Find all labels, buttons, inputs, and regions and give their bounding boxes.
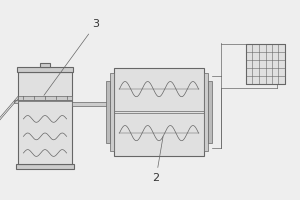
Bar	[246, 44, 285, 84]
Bar	[204, 73, 208, 151]
Bar	[110, 73, 114, 151]
Bar	[40, 63, 50, 67]
Bar	[208, 81, 212, 143]
Bar	[18, 72, 72, 164]
Bar	[16, 164, 74, 169]
Bar	[114, 68, 204, 156]
Text: 2: 2	[152, 137, 163, 183]
Bar	[106, 81, 110, 143]
Bar	[14, 100, 18, 103]
Bar	[17, 67, 73, 72]
Text: 3: 3	[44, 19, 100, 95]
Bar	[72, 102, 114, 106]
Bar	[18, 100, 72, 101]
Bar	[18, 96, 72, 100]
